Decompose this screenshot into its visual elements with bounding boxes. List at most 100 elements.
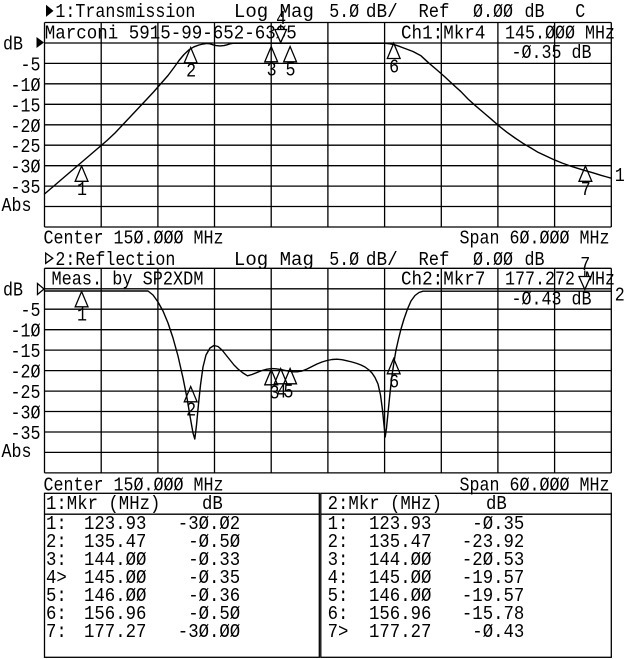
svg-text:-Ø.35 dB: -Ø.35 dB bbox=[512, 42, 592, 64]
svg-text:2:: 2: bbox=[328, 531, 349, 553]
svg-text:-Ø.35: -Ø.35 bbox=[188, 567, 240, 589]
svg-text:7: 7 bbox=[580, 254, 590, 276]
svg-text:-Ø.33: -Ø.33 bbox=[188, 549, 240, 571]
svg-text:135.47: 135.47 bbox=[369, 531, 431, 553]
svg-text:5:: 5: bbox=[328, 585, 349, 607]
svg-text:Meas. by SP2XDM: Meas. by SP2XDM bbox=[52, 269, 204, 291]
svg-text:1:Transmission: 1:Transmission bbox=[55, 1, 195, 23]
svg-text:Ch2:Mkr7: Ch2:Mkr7 bbox=[401, 269, 485, 291]
svg-text:145.ØØ: 145.ØØ bbox=[84, 567, 146, 589]
svg-text:Log Mag: Log Mag bbox=[234, 249, 314, 271]
svg-text:Span 6Ø.ØØØ MHz: Span 6Ø.ØØØ MHz bbox=[460, 228, 610, 250]
svg-text:-15: -15 bbox=[11, 341, 41, 363]
svg-text:177.272 MHz: 177.272 MHz bbox=[505, 269, 615, 291]
svg-text:-3Ø.ØØ: -3Ø.ØØ bbox=[178, 621, 240, 643]
svg-text:1: 1 bbox=[77, 179, 87, 201]
svg-text:123.93: 123.93 bbox=[369, 513, 431, 535]
svg-text:-15: -15 bbox=[11, 95, 41, 117]
svg-text:-Ø.5Ø: -Ø.5Ø bbox=[188, 531, 240, 553]
svg-text:5.Ø: 5.Ø bbox=[329, 1, 359, 23]
svg-text:2:Reflection: 2:Reflection bbox=[55, 249, 175, 271]
svg-text:4: 4 bbox=[277, 382, 287, 404]
svg-text:Center 15Ø.ØØØ MHz: Center 15Ø.ØØØ MHz bbox=[44, 228, 224, 250]
svg-text:dB/: dB/ bbox=[366, 249, 398, 271]
svg-text:dB: dB bbox=[525, 249, 545, 271]
svg-text:7: 7 bbox=[581, 179, 591, 201]
svg-text:7:: 7: bbox=[46, 621, 67, 643]
svg-text:6: 6 bbox=[389, 56, 399, 78]
svg-text:4: 4 bbox=[276, 8, 286, 30]
svg-text:-2Ø: -2Ø bbox=[11, 116, 41, 138]
svg-text:Log Mag: Log Mag bbox=[234, 1, 314, 23]
svg-text:-1Ø: -1Ø bbox=[11, 75, 41, 97]
svg-text:7>: 7> bbox=[328, 621, 349, 643]
svg-text:2: 2 bbox=[186, 61, 196, 83]
svg-text:-2Ø.53: -2Ø.53 bbox=[462, 549, 524, 571]
svg-text:-25: -25 bbox=[11, 136, 41, 158]
svg-text:156.96: 156.96 bbox=[369, 603, 431, 625]
svg-text:-5: -5 bbox=[21, 300, 41, 322]
svg-text:144.ØØ: 144.ØØ bbox=[84, 549, 146, 571]
svg-text:4>: 4> bbox=[46, 567, 67, 589]
svg-text:Abs: Abs bbox=[2, 195, 32, 217]
svg-text:dB: dB bbox=[3, 279, 23, 301]
svg-text:-Ø.5Ø: -Ø.5Ø bbox=[188, 603, 240, 625]
svg-text:2:Mkr (MHz): 2:Mkr (MHz) bbox=[328, 493, 442, 515]
svg-text:-35: -35 bbox=[11, 423, 41, 445]
svg-text:-19.57: -19.57 bbox=[462, 585, 524, 607]
svg-text:dB: dB bbox=[3, 34, 23, 56]
svg-text:146.ØØ: 146.ØØ bbox=[84, 585, 146, 607]
svg-text:dB: dB bbox=[486, 493, 507, 515]
svg-text:4:: 4: bbox=[328, 567, 349, 589]
svg-text:-25: -25 bbox=[11, 382, 41, 404]
svg-text:123.93: 123.93 bbox=[84, 513, 146, 535]
svg-text:3: 3 bbox=[270, 383, 280, 405]
svg-text:177.27: 177.27 bbox=[84, 621, 146, 643]
svg-text:6: 6 bbox=[389, 372, 399, 394]
svg-text:1:: 1: bbox=[328, 513, 349, 535]
svg-text:2: 2 bbox=[186, 400, 196, 422]
svg-text:dB: dB bbox=[202, 493, 223, 515]
svg-text:-5: -5 bbox=[21, 54, 41, 76]
svg-text:177.27: 177.27 bbox=[369, 621, 431, 643]
svg-text:5.Ø: 5.Ø bbox=[329, 249, 359, 271]
svg-text:1: 1 bbox=[615, 165, 625, 187]
svg-text:Marconi 5915-99-652-63Ø5: Marconi 5915-99-652-63Ø5 bbox=[45, 23, 297, 45]
svg-text:3:: 3: bbox=[328, 549, 349, 571]
svg-text:dB: dB bbox=[525, 1, 545, 23]
svg-text:5:: 5: bbox=[46, 585, 67, 607]
svg-text:-19.57: -19.57 bbox=[462, 567, 524, 589]
svg-text:135.47: 135.47 bbox=[84, 531, 146, 553]
svg-text:2: 2 bbox=[615, 285, 625, 307]
svg-text:dB/: dB/ bbox=[366, 1, 398, 23]
svg-text:-15.78: -15.78 bbox=[462, 603, 524, 625]
svg-text:Ø.ØØ: Ø.ØØ bbox=[473, 249, 513, 271]
svg-text:Ø.ØØ: Ø.ØØ bbox=[473, 1, 513, 23]
svg-text:-3Ø: -3Ø bbox=[11, 157, 41, 179]
svg-text:Ref: Ref bbox=[419, 1, 450, 23]
svg-text:2:: 2: bbox=[46, 531, 67, 553]
svg-text:-2Ø: -2Ø bbox=[11, 362, 41, 384]
svg-text:-Ø.43 dB: -Ø.43 dB bbox=[512, 289, 592, 311]
svg-text:Span 6Ø.ØØØ MHz: Span 6Ø.ØØØ MHz bbox=[460, 474, 610, 496]
svg-text:156.96: 156.96 bbox=[84, 603, 146, 625]
svg-text:C: C bbox=[575, 1, 585, 23]
svg-text:3: 3 bbox=[267, 60, 277, 82]
svg-text:-Ø.43: -Ø.43 bbox=[472, 621, 524, 643]
svg-text:6:: 6: bbox=[46, 603, 67, 625]
svg-text:-3Ø.Ø2: -3Ø.Ø2 bbox=[178, 513, 240, 535]
svg-text:Center 15Ø.ØØØ MHz: Center 15Ø.ØØØ MHz bbox=[44, 474, 224, 496]
svg-text:-1Ø: -1Ø bbox=[11, 321, 41, 343]
svg-text:3:: 3: bbox=[46, 549, 67, 571]
svg-text:Abs: Abs bbox=[2, 441, 32, 463]
svg-text:-Ø.35: -Ø.35 bbox=[472, 513, 524, 535]
svg-text:146.ØØ: 146.ØØ bbox=[369, 585, 431, 607]
svg-text:145.ØØØ MHz: 145.ØØØ MHz bbox=[505, 23, 615, 45]
svg-text:-35: -35 bbox=[11, 177, 41, 199]
svg-text:144.ØØ: 144.ØØ bbox=[369, 549, 431, 571]
svg-text:-23.92: -23.92 bbox=[462, 531, 524, 553]
svg-text:145.ØØ: 145.ØØ bbox=[369, 567, 431, 589]
svg-text:6:: 6: bbox=[328, 603, 349, 625]
svg-text:-Ø.36: -Ø.36 bbox=[188, 585, 240, 607]
svg-text:-3Ø: -3Ø bbox=[11, 403, 41, 425]
